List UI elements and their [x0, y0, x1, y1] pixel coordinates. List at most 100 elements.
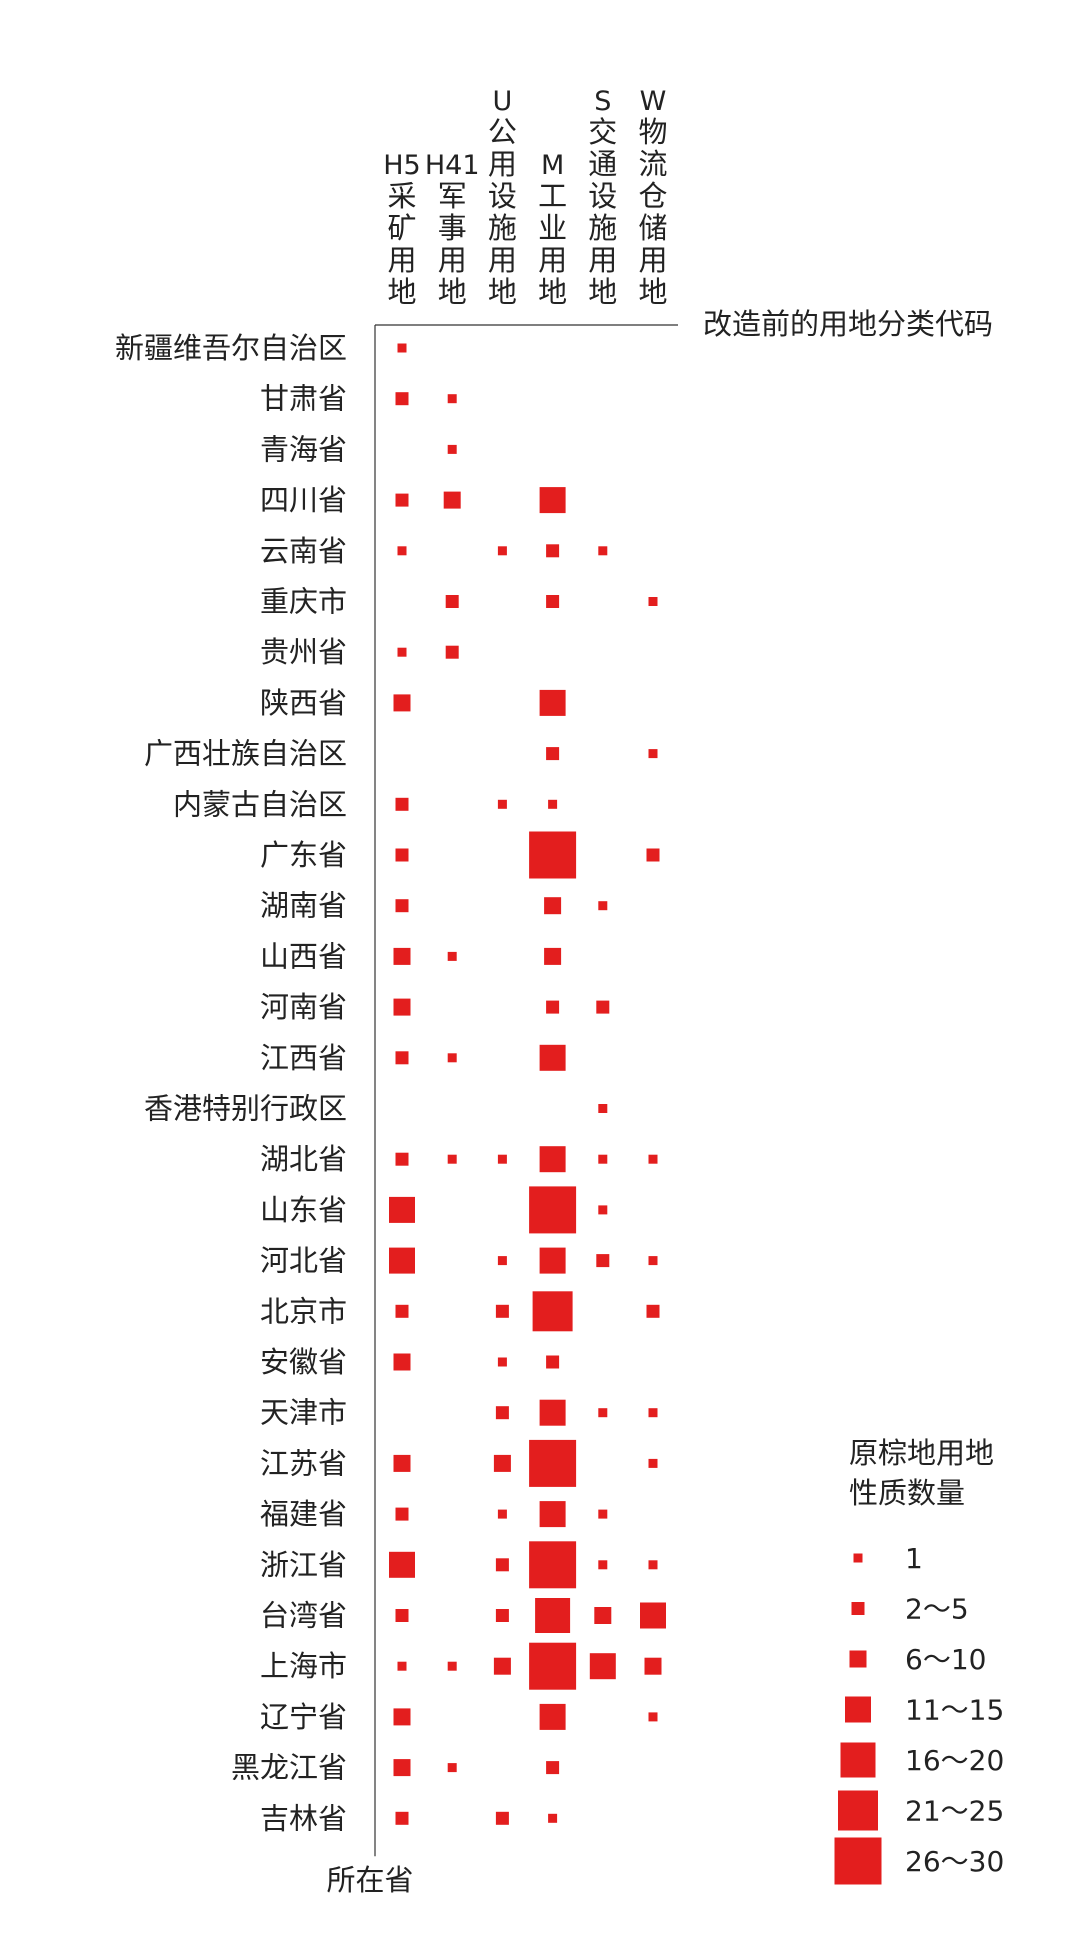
legend-label: 11～15: [905, 1694, 1004, 1727]
mark-H41: [447, 1763, 457, 1773]
mark-W: [646, 1304, 660, 1318]
mark-S: [596, 1254, 610, 1268]
column-name-char: 用: [538, 243, 567, 277]
mark-M: [546, 595, 560, 608]
legend-swatch: [851, 1602, 865, 1615]
row-label: 四川省: [260, 483, 347, 517]
column-name-char: 矿: [387, 211, 416, 245]
mark-S: [598, 1408, 608, 1418]
mark-H41: [447, 951, 457, 961]
mark-M: [546, 544, 560, 558]
mark-H5: [395, 1152, 409, 1166]
mark-M: [539, 1146, 566, 1173]
mark-M: [546, 1761, 560, 1775]
row-label: 云南省: [260, 534, 347, 568]
mark-M: [546, 747, 560, 761]
mark-U: [497, 1256, 507, 1266]
data-marks: [389, 343, 666, 1825]
mark-U: [495, 1406, 509, 1420]
mark-U: [497, 546, 507, 556]
legend-label: 2～5: [905, 1593, 969, 1626]
row-label: 山西省: [260, 939, 347, 973]
mark-H5: [393, 947, 411, 965]
mark-W: [648, 1712, 658, 1722]
column-code-M: M: [541, 150, 564, 181]
y-axis-title: 所在省: [326, 1863, 413, 1897]
column-name-char: 设: [488, 179, 517, 213]
mark-H5: [397, 546, 407, 556]
row-label: 内蒙古自治区: [173, 787, 347, 821]
mark-M: [548, 799, 558, 809]
mark-M: [544, 897, 562, 915]
column-code-W: W: [640, 86, 667, 117]
mark-H41: [447, 1661, 457, 1671]
mark-M: [546, 1355, 560, 1369]
column-code-H5: H5: [383, 150, 420, 181]
x-axis-title: 改造前的用地分类代码: [703, 307, 993, 341]
column-name-char: 仓: [638, 179, 667, 213]
column-name-char: 用: [638, 243, 667, 277]
column-name-char: 公: [488, 115, 517, 149]
mark-H5: [393, 694, 411, 712]
mark-M: [529, 831, 577, 879]
legend-swatch: [849, 1650, 867, 1668]
row-label: 湖南省: [260, 889, 347, 923]
mark-S: [598, 1560, 608, 1570]
row-label: 广东省: [260, 838, 347, 872]
mark-W: [640, 1602, 666, 1629]
mark-M: [544, 947, 562, 965]
row-label: 重庆市: [260, 585, 347, 619]
mark-U: [493, 1657, 511, 1675]
column-name-char: 事: [438, 211, 467, 245]
column-name-char: 地: [538, 275, 567, 309]
row-labels: 新疆维吾尔自治区甘肃省青海省四川省云南省重庆市贵州省陕西省广西壮族自治区内蒙古自…: [115, 331, 347, 1835]
row-label: 吉林省: [260, 1801, 347, 1835]
column-name-char: 地: [638, 275, 667, 309]
mark-W: [648, 597, 658, 606]
row-label: 陕西省: [260, 686, 347, 720]
legend-swatch: [845, 1696, 871, 1723]
mark-H41: [445, 645, 459, 659]
mark-S: [598, 1509, 608, 1519]
mark-H5: [397, 1661, 407, 1671]
row-label: 天津市: [260, 1396, 347, 1430]
legend-swatch: [838, 1790, 878, 1831]
column-name-char: 储: [638, 211, 667, 245]
mark-M: [539, 1044, 566, 1071]
mark-H5: [395, 1507, 409, 1521]
mark-H41: [447, 444, 457, 454]
column-name-char: 交: [588, 115, 617, 149]
mark-H41: [447, 394, 457, 404]
column-name-char: 施: [588, 211, 617, 245]
mark-H5: [389, 1551, 415, 1578]
column-name-char: 军: [438, 179, 467, 213]
legend-swatch: [834, 1837, 882, 1885]
mark-U: [497, 1357, 507, 1367]
row-label: 黑龙江省: [231, 1751, 347, 1785]
row-label: 北京市: [260, 1294, 347, 1328]
mark-H5: [395, 493, 409, 507]
row-label: 上海市: [260, 1649, 347, 1683]
mark-M: [529, 1186, 577, 1234]
column-name-char: 用: [588, 243, 617, 277]
row-label: 新疆维吾尔自治区: [115, 331, 347, 365]
mark-M: [539, 1247, 566, 1274]
mark-W: [648, 1458, 658, 1468]
row-label: 江苏省: [260, 1446, 347, 1480]
mark-H41: [447, 1053, 457, 1063]
mark-H5: [393, 998, 411, 1016]
mark-H5: [395, 1811, 409, 1825]
mark-H5: [395, 1609, 409, 1622]
mark-S: [598, 1154, 608, 1164]
mark-H5: [393, 1454, 411, 1472]
mark-W: [648, 1408, 658, 1418]
mark-W: [648, 749, 658, 759]
mark-M: [529, 1439, 577, 1487]
